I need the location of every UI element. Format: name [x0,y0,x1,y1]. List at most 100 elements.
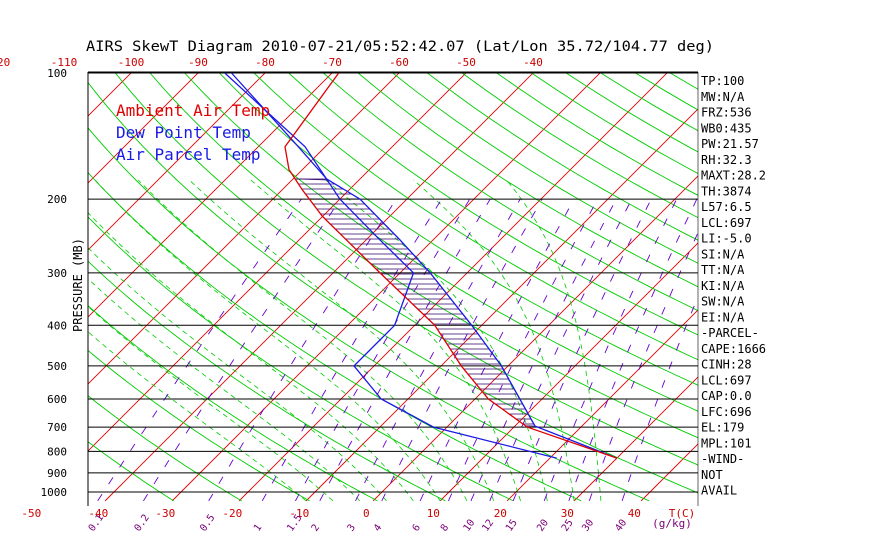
dry-adiabat-line [287,72,698,336]
index-line: NOT [701,468,723,482]
mixing-ratio-line [568,198,698,502]
moist-adiabat-line [250,179,521,501]
index-line: TH:3874 [701,184,752,198]
mixing-ratio-line [319,198,491,502]
index-line: MW:N/A [701,90,745,104]
dry-adiabat-line [88,395,242,502]
moist-adiabat-line [506,179,602,501]
bottom-temp-tick-label: 10 [427,507,440,520]
isotherm-line [88,72,401,385]
index-line: FRZ:536 [701,106,752,120]
dry-adiabat-line [88,260,446,502]
dry-adiabat-line [460,72,698,219]
pressure-tick-label: 800 [47,445,67,458]
mixing-ratio-tick-label: 10 [462,518,478,534]
top-temp-tick-label: -60 [389,56,409,69]
dry-adiabat-line [356,72,698,288]
bottom-temp-tick-label: -20 [222,507,242,520]
isotherm-line [104,72,535,502]
parcel-area [294,178,536,427]
mixing-ratio-tick-label: 30 [580,518,596,534]
top-temp-tick-label: -100 [118,56,145,69]
index-line: TT:N/A [701,263,745,277]
background-grid [0,54,698,502]
index-line: AVAIL [701,484,737,498]
index-line: LI:-5.0 [701,232,752,246]
mixing-ratio-tick-label: 20 [535,518,551,534]
index-line: MPL:101 [701,436,752,450]
dry-adiabat-line [88,216,514,502]
index-line: CAPE:1666 [701,342,766,356]
pressure-tick-label: 500 [47,360,67,373]
mixing-ratio-line [355,198,521,502]
mixing-ratio-tick-label: 3 [346,522,358,533]
legend-dew-point-temp: Dew Point Temp [116,123,251,142]
mixing-ratio-line [448,198,598,502]
index-line: CAP:0.0 [701,389,752,403]
pressure-tick-label: 100 [47,67,67,80]
dew-point-line [224,72,557,459]
mixing-ratio-unit-label: (g/kg) [652,517,692,530]
top-temp-tick-label: -90 [188,56,208,69]
isotherm-line [439,242,698,502]
isotherm-line [573,376,698,502]
index-line: EL:179 [701,421,744,435]
isotherm-line [305,108,698,502]
legend-ambient-air-temp: Ambient Air Temp [116,101,270,120]
bottom-temp-tick-label: -30 [155,507,175,520]
top-temp-tick-label: -50 [456,56,476,69]
mixing-ratio-tick-label: 6 [411,522,423,533]
pressure-tick-label: 300 [47,267,67,280]
index-line: LCL:697 [701,373,752,387]
data-series [224,72,618,459]
dry-adiabat-line [88,127,650,502]
index-line: WB0:435 [701,121,752,135]
air-parcel-line [231,72,618,459]
index-line: SW:N/A [701,295,745,309]
pressure-tick-label: 400 [47,319,67,332]
isotherm-line [0,54,16,501]
moist-adiabat-line [94,179,441,502]
index-line: KI:N/A [701,279,745,293]
pressure-tick-label: 600 [47,393,67,406]
mixing-ratio-line [381,198,543,502]
index-line: L57:6.5 [701,200,752,214]
bottom-temp-tick-label: -10 [289,507,309,520]
isotherm-line [88,72,334,318]
legend-air-parcel-temp: Air Parcel Temp [116,145,261,164]
moist-adiabat-line [189,179,495,502]
top-temp-tick-label: -70 [322,56,342,69]
mixing-ratio-tick-label: 8 [439,522,451,533]
index-line: SI:N/A [701,247,745,261]
mixing-ratio-line [543,198,678,502]
index-line: CINH:28 [701,358,752,372]
top-temp-tick-label: -40 [523,56,543,69]
dry-adiabat-line [183,72,698,412]
index-line: -WIND- [701,452,744,466]
moist-adiabat-line [137,179,468,502]
bottom-temp-tick-label: 40 [628,507,641,520]
legend: Ambient Air Temp Dew Point Temp Air Parc… [116,101,270,164]
top-temperature-tick-labels: -120 -110 -100 -90 -80 -70 -60 -50 -40 [0,56,543,69]
mixing-ratio-line [295,198,471,502]
bottom-temp-tick-label: 0 [363,507,370,520]
index-line: MAXT:28.2 [701,169,766,183]
index-line: PW:21.57 [701,137,759,151]
ambient-air-temp-line [284,72,618,459]
pressure-tick-labels: 100 200 300 400 500 600 700 800 900 1000 [41,67,68,499]
moist-adiabat-line [413,179,575,501]
moist-adiabat-line [88,278,360,502]
bottom-temp-tick-label: -40 [88,507,108,520]
pressure-tick-label: 700 [47,421,67,434]
isotherm-line [506,309,698,502]
mixing-ratio-line [512,198,652,502]
isotherm-line [640,443,698,502]
isotherm-line [238,72,669,502]
mixing-ratio-tick-label: 1 [252,522,264,533]
dry-adiabat-line [88,171,582,502]
index-line: RH:32.3 [701,153,752,167]
moist-adiabat-line [88,305,334,502]
mixing-ratio-tick-label: 0.5 [198,513,217,534]
x-axis-title: T(C) [669,507,696,520]
